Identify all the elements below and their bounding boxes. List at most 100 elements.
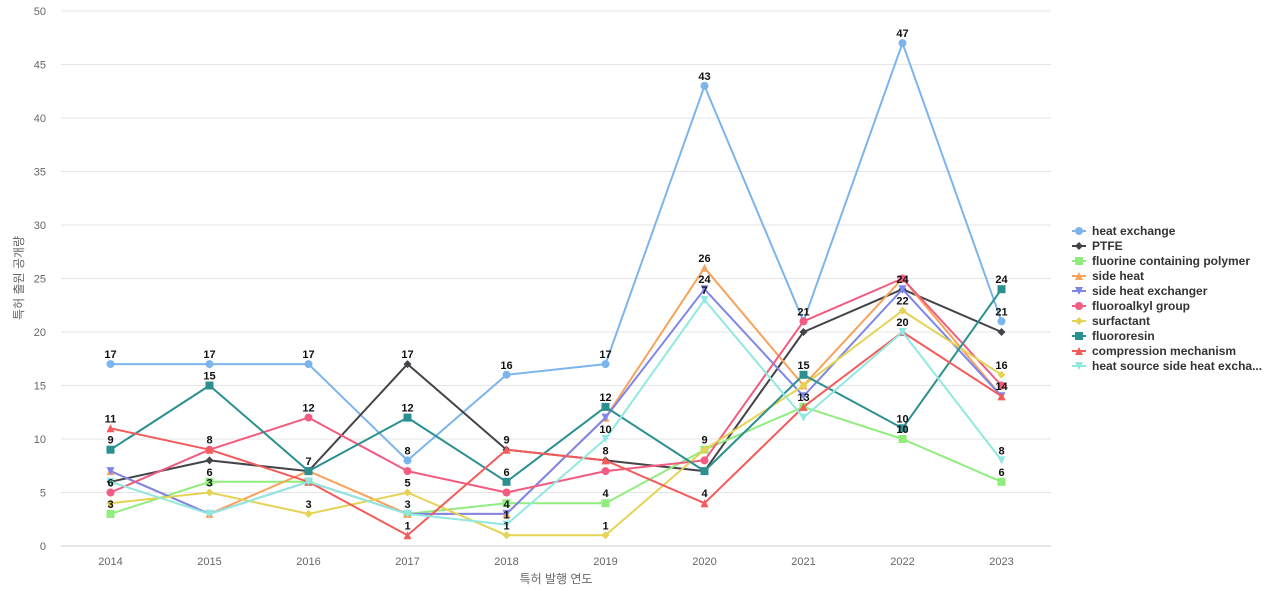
data-point[interactable] [205,445,214,454]
data-point[interactable] [799,413,808,422]
data-point[interactable] [700,467,709,476]
data-point[interactable] [205,488,214,497]
data-point[interactable] [700,263,709,272]
legend-item[interactable]: heat source side heat excha... [1072,359,1262,373]
legend-marker[interactable] [1075,287,1083,295]
legend-item[interactable]: surfactant [1072,314,1150,328]
series-line[interactable] [110,405,1002,515]
data-point[interactable] [898,306,907,315]
data-point[interactable] [106,467,115,476]
legend-item[interactable]: side heat [1072,269,1144,283]
data-point[interactable] [304,413,313,422]
legend-marker[interactable] [1075,332,1083,340]
data-point[interactable] [997,328,1006,336]
data-point[interactable] [205,509,214,518]
data-point[interactable] [700,456,709,465]
legend-marker[interactable] [1075,242,1083,250]
data-point[interactable] [601,456,610,465]
data-point[interactable] [997,370,1006,379]
data-point[interactable] [502,509,511,518]
data-point[interactable] [799,402,808,411]
data-point[interactable] [799,381,808,390]
series-line[interactable] [110,298,1003,526]
data-point[interactable] [502,520,511,529]
data-point[interactable] [403,467,412,476]
legend-item[interactable]: side heat exchanger [1072,284,1208,298]
data-point[interactable] [106,424,115,433]
series-line[interactable] [110,42,1003,462]
data-point[interactable] [601,499,610,508]
data-point[interactable] [304,467,313,476]
data-point[interactable] [403,413,412,422]
legend-marker[interactable] [1075,227,1083,235]
data-point[interactable] [700,499,709,508]
data-point[interactable] [601,360,610,369]
data-point[interactable] [700,445,709,454]
data-point[interactable] [205,456,214,465]
data-point[interactable] [403,509,412,518]
data-point[interactable] [799,370,808,379]
data-point[interactable] [898,424,907,433]
data-point[interactable] [106,509,115,518]
data-point[interactable] [502,531,511,540]
data-point[interactable] [304,360,313,369]
data-point[interactable] [205,477,214,486]
data-point[interactable] [304,477,313,486]
data-point[interactable] [205,360,214,369]
data-point[interactable] [502,445,511,454]
series-line[interactable] [110,288,1003,515]
data-point[interactable] [799,317,808,326]
legend-item[interactable]: PTFE [1072,239,1123,253]
legend-item[interactable]: fluorine containing polymer [1072,254,1250,268]
data-point[interactable] [304,509,313,518]
legend-marker[interactable] [1075,272,1083,280]
data-point[interactable] [898,328,907,336]
legend-marker[interactable] [1075,347,1083,355]
legend-item[interactable]: fluororesin [1072,329,1155,343]
data-point[interactable] [898,285,907,294]
data-point[interactable] [898,39,907,48]
data-point[interactable] [403,456,412,465]
data-point[interactable] [700,285,709,294]
data-point[interactable] [502,370,511,379]
legend-marker[interactable] [1075,257,1083,265]
data-point[interactable] [601,435,610,443]
legend-marker[interactable] [1075,362,1083,370]
series-line[interactable] [109,288,1003,483]
data-point[interactable] [997,477,1006,486]
data-point[interactable] [502,499,511,508]
data-point[interactable] [403,360,412,369]
data-point[interactable] [700,295,709,304]
data-point[interactable] [106,477,115,486]
data-point[interactable] [997,317,1006,326]
series-line[interactable] [110,309,1003,537]
data-point[interactable] [997,381,1006,390]
data-point[interactable] [799,328,808,336]
series-line[interactable] [110,331,1003,537]
data-point[interactable] [997,285,1006,294]
data-point[interactable] [403,488,412,497]
legend-item[interactable]: fluoroalkyl group [1072,299,1190,313]
data-point[interactable] [799,392,808,401]
data-point[interactable] [898,274,907,283]
data-point[interactable] [106,499,115,508]
data-point[interactable] [898,435,907,443]
data-point[interactable] [502,477,511,486]
data-point[interactable] [205,381,214,390]
data-point[interactable] [700,81,709,90]
data-point[interactable] [601,531,610,540]
data-point[interactable] [601,413,610,422]
data-point[interactable] [106,360,115,369]
data-point[interactable] [601,467,610,476]
data-point[interactable] [997,456,1006,465]
legend-marker[interactable] [1075,317,1083,325]
data-point[interactable] [502,488,511,497]
data-point[interactable] [106,445,115,454]
legend-item[interactable]: compression mechanism [1072,344,1236,358]
data-point[interactable] [601,402,610,411]
legend-marker[interactable] [1075,302,1083,310]
data-point[interactable] [106,488,115,497]
legend-item[interactable]: heat exchange [1072,224,1176,238]
data-point[interactable] [403,531,412,540]
